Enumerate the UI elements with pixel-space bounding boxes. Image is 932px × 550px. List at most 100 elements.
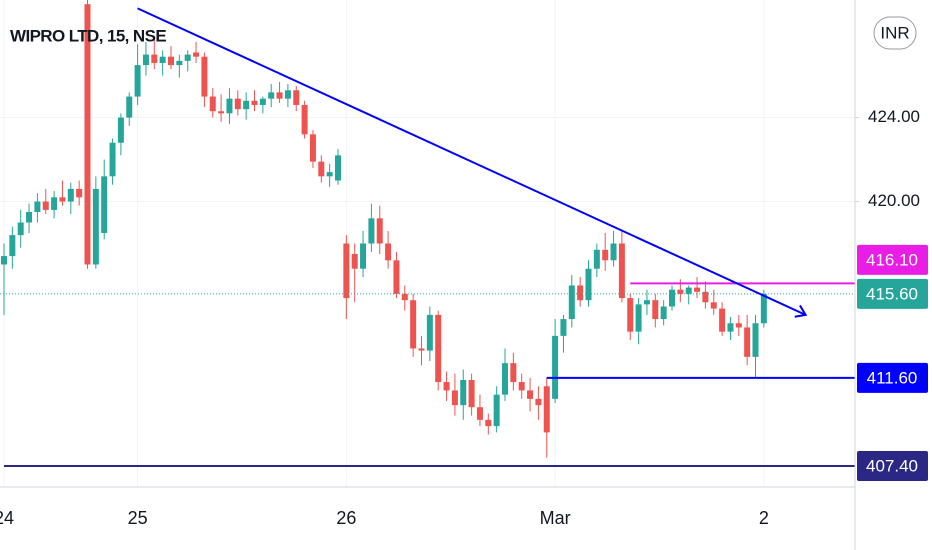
candle-body bbox=[552, 335, 559, 399]
candle-body bbox=[76, 188, 83, 198]
symbol-title: WIPRO LTD, 15, NSE bbox=[10, 26, 166, 45]
candle-body bbox=[493, 394, 500, 427]
candle-body bbox=[168, 56, 174, 66]
candle-body bbox=[9, 235, 16, 257]
candle-body bbox=[643, 300, 650, 305]
candle-body bbox=[760, 293, 767, 324]
candle-body bbox=[34, 201, 41, 213]
candle-body bbox=[326, 172, 333, 177]
candle-body bbox=[134, 65, 141, 97]
candle-body bbox=[343, 243, 350, 299]
candle-body bbox=[568, 285, 575, 320]
candle-body bbox=[385, 243, 392, 261]
x-tick-label: 2 bbox=[759, 508, 769, 528]
candle-body bbox=[84, 4, 91, 265]
candle-body bbox=[126, 96, 133, 118]
candle-body bbox=[201, 56, 208, 97]
y-tick-label: 420.00 bbox=[868, 191, 920, 210]
candle-body bbox=[1, 256, 7, 265]
candle-body bbox=[685, 287, 692, 294]
currency-button[interactable] bbox=[873, 16, 917, 50]
candle-body bbox=[176, 60, 183, 66]
candle-body bbox=[226, 98, 233, 114]
candle-body bbox=[577, 285, 584, 301]
price-label: 415.60 bbox=[866, 284, 918, 303]
candle-body bbox=[535, 398, 542, 406]
candle-body bbox=[268, 92, 275, 99]
candle-body bbox=[259, 98, 266, 105]
candle-body bbox=[451, 390, 458, 406]
candle-body bbox=[309, 134, 316, 162]
candle-body bbox=[410, 300, 417, 349]
x-tick-label: Mar bbox=[540, 508, 571, 528]
candle-body bbox=[460, 379, 467, 406]
candle-body bbox=[251, 100, 258, 105]
candle-body bbox=[92, 188, 99, 265]
x-tick-label: 26 bbox=[336, 508, 356, 528]
candle-body bbox=[719, 308, 726, 332]
candle-body bbox=[735, 323, 742, 328]
axes: 420.00 424.00 24 25 26 Mar 2 415.60 416.10 411.60… bbox=[0, 107, 928, 528]
candle-body bbox=[744, 327, 751, 357]
candle-body bbox=[51, 197, 58, 210]
price-label: 416.10 bbox=[866, 250, 918, 269]
plot-area bbox=[0, 0, 855, 468]
candle-body bbox=[151, 54, 158, 63]
trend-arrow bbox=[794, 304, 808, 318]
candle-body bbox=[518, 382, 525, 391]
candle-body bbox=[543, 386, 550, 433]
candle-body bbox=[510, 363, 517, 383]
candle-body bbox=[59, 197, 66, 202]
candle-body bbox=[117, 117, 124, 143]
candle-body bbox=[284, 90, 291, 99]
price-label-box bbox=[857, 451, 928, 482]
candle-body bbox=[293, 90, 300, 105]
candle-body bbox=[602, 249, 609, 261]
candle-body bbox=[67, 188, 74, 202]
candle-body bbox=[301, 104, 308, 135]
candle-body bbox=[17, 222, 24, 236]
candle-body bbox=[710, 302, 717, 309]
candle-body bbox=[209, 96, 216, 112]
candle-body bbox=[727, 323, 734, 332]
candle-body bbox=[376, 218, 383, 244]
candle-body bbox=[752, 323, 759, 357]
price-label: 411.60 bbox=[867, 368, 918, 387]
candle-body bbox=[159, 56, 166, 63]
candle-body bbox=[418, 348, 425, 351]
candle-body bbox=[627, 298, 634, 332]
price-label-box bbox=[857, 244, 928, 275]
candle-body bbox=[218, 111, 225, 114]
candle-body bbox=[393, 260, 400, 294]
candle-body bbox=[276, 92, 283, 99]
price-label-box bbox=[857, 278, 928, 309]
candle-body bbox=[502, 363, 508, 395]
candle-body bbox=[351, 253, 358, 269]
candle-body bbox=[368, 218, 375, 244]
candle-body bbox=[435, 314, 442, 383]
candle-body bbox=[42, 201, 49, 210]
candle-body bbox=[677, 289, 684, 294]
candle-body bbox=[476, 407, 483, 420]
price-label-box bbox=[857, 362, 928, 393]
candle-body bbox=[109, 142, 116, 177]
x-tick-label: 24 bbox=[0, 508, 14, 528]
currency-label[interactable]: INR bbox=[880, 23, 909, 42]
candle-body bbox=[669, 289, 675, 307]
candle-body bbox=[335, 155, 341, 181]
candle-body bbox=[243, 100, 250, 110]
candle-body bbox=[443, 382, 450, 391]
candle-body bbox=[618, 243, 625, 299]
candle-body bbox=[702, 291, 709, 303]
candle-body bbox=[184, 54, 191, 61]
y-tick-label: 424.00 bbox=[868, 107, 920, 126]
candle-body bbox=[527, 390, 534, 399]
candle-body bbox=[593, 249, 600, 269]
candle-body bbox=[468, 379, 475, 408]
candle-body bbox=[635, 304, 642, 332]
candle-body bbox=[318, 161, 325, 177]
trend-line bbox=[137, 7, 807, 316]
